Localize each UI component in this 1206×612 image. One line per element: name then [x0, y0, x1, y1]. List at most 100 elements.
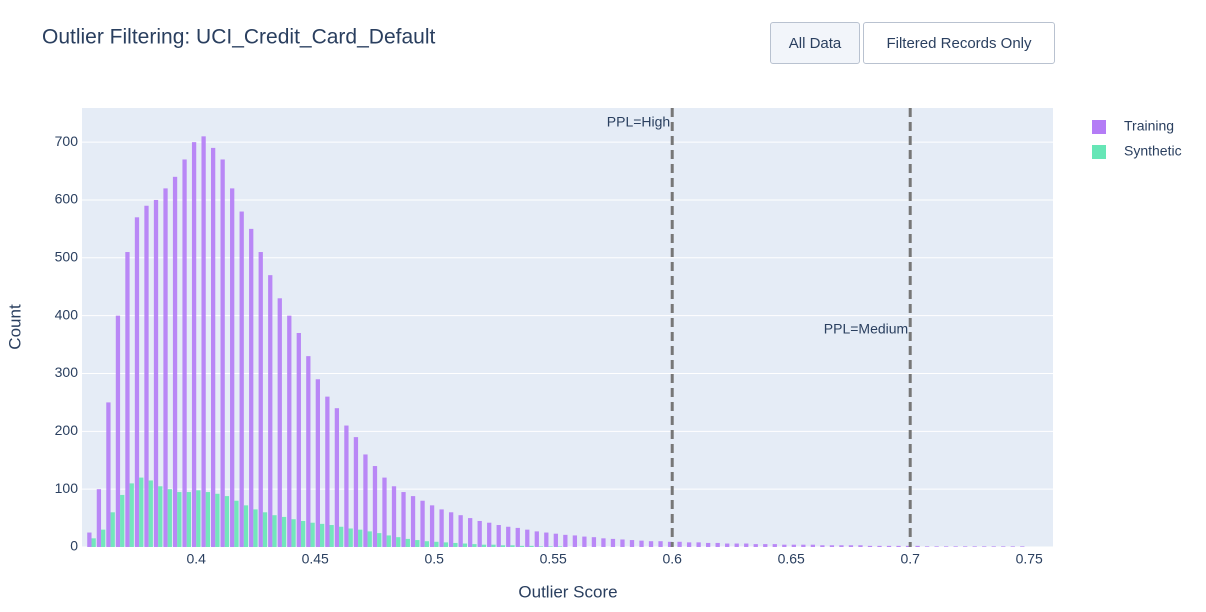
bar [315, 379, 320, 547]
bar [186, 492, 191, 547]
bar [344, 425, 349, 547]
bar [101, 529, 106, 547]
button[interactable]: Filtered Records Only [863, 22, 1055, 64]
bar [363, 454, 368, 547]
chart-title: Outlier Filtering: UCI_Credit_Card_Defau… [42, 26, 435, 49]
bar [262, 512, 268, 547]
bar [120, 494, 125, 547]
bar [867, 545, 873, 547]
bar [472, 544, 477, 547]
bar [153, 199, 159, 548]
bar [477, 520, 482, 547]
y-tick-label: 600 [55, 191, 79, 207]
bar [91, 538, 96, 547]
bar [281, 516, 287, 547]
bar [125, 252, 130, 547]
bar [582, 536, 587, 547]
bar [391, 486, 397, 547]
bar [253, 509, 258, 547]
bar [201, 136, 206, 547]
bar [525, 529, 530, 547]
bar [148, 480, 153, 547]
legend-swatch [1092, 145, 1106, 159]
bar [382, 477, 387, 547]
x-tick-label: 0.75 [1016, 551, 1043, 567]
bar [905, 545, 911, 547]
bar [753, 544, 758, 547]
bar [443, 542, 449, 547]
bar [848, 545, 854, 547]
bar [258, 252, 263, 547]
bar [491, 544, 496, 547]
bar [496, 525, 501, 547]
y-tick-label: 500 [55, 249, 79, 265]
bar [325, 396, 330, 547]
bar [519, 545, 525, 547]
bar [934, 546, 939, 547]
bar [348, 528, 353, 547]
bar [458, 515, 463, 547]
legend-label: Synthetic [1124, 143, 1182, 159]
bar [243, 505, 249, 547]
bar [963, 546, 968, 547]
bar [610, 538, 616, 547]
bar [306, 356, 311, 547]
bar [468, 518, 473, 547]
bar [953, 546, 958, 547]
bar [134, 217, 140, 547]
bar [353, 437, 359, 547]
bar [287, 315, 292, 547]
bar [215, 493, 220, 547]
bar [205, 492, 211, 547]
bar [210, 147, 216, 547]
bar [424, 541, 429, 547]
legend-label: Training [1124, 118, 1174, 134]
x-tick-label: 0.65 [778, 551, 805, 567]
bar [677, 541, 682, 547]
bar [915, 545, 920, 547]
bar [372, 466, 378, 547]
y-tick-label: 200 [55, 422, 79, 438]
bar [791, 544, 796, 547]
y-axis-title: Count [5, 304, 24, 350]
bar [553, 533, 558, 547]
bar [158, 486, 163, 547]
bar [339, 526, 344, 547]
bar [377, 533, 382, 547]
bar [639, 540, 644, 547]
bar [538, 546, 544, 547]
x-tick-label: 0.55 [540, 551, 567, 567]
bar [982, 546, 987, 547]
bar [401, 492, 406, 547]
bar [763, 544, 768, 547]
bar [944, 546, 949, 547]
bar [801, 544, 806, 547]
bar [515, 527, 520, 547]
bar [334, 408, 340, 547]
y-tick-label: 0 [70, 538, 78, 554]
bar [291, 519, 296, 547]
bar [686, 542, 692, 547]
bar [329, 525, 334, 547]
bar [924, 546, 930, 547]
bar [839, 545, 844, 547]
bar [810, 544, 816, 547]
bar [386, 535, 391, 547]
legend-swatch [1092, 120, 1106, 134]
bar [877, 545, 882, 547]
button[interactable]: All Data [770, 22, 860, 64]
bar [367, 531, 372, 547]
bar [601, 538, 606, 547]
x-tick-label: 0.6 [662, 551, 682, 567]
bar [991, 546, 996, 547]
bar [772, 544, 777, 547]
bar [167, 489, 172, 547]
bar [591, 537, 597, 547]
bar [629, 540, 635, 547]
bar [725, 543, 730, 547]
bar [429, 505, 435, 547]
bar [896, 545, 901, 547]
bar [510, 545, 515, 547]
reference-label: PPL=High [607, 114, 670, 130]
